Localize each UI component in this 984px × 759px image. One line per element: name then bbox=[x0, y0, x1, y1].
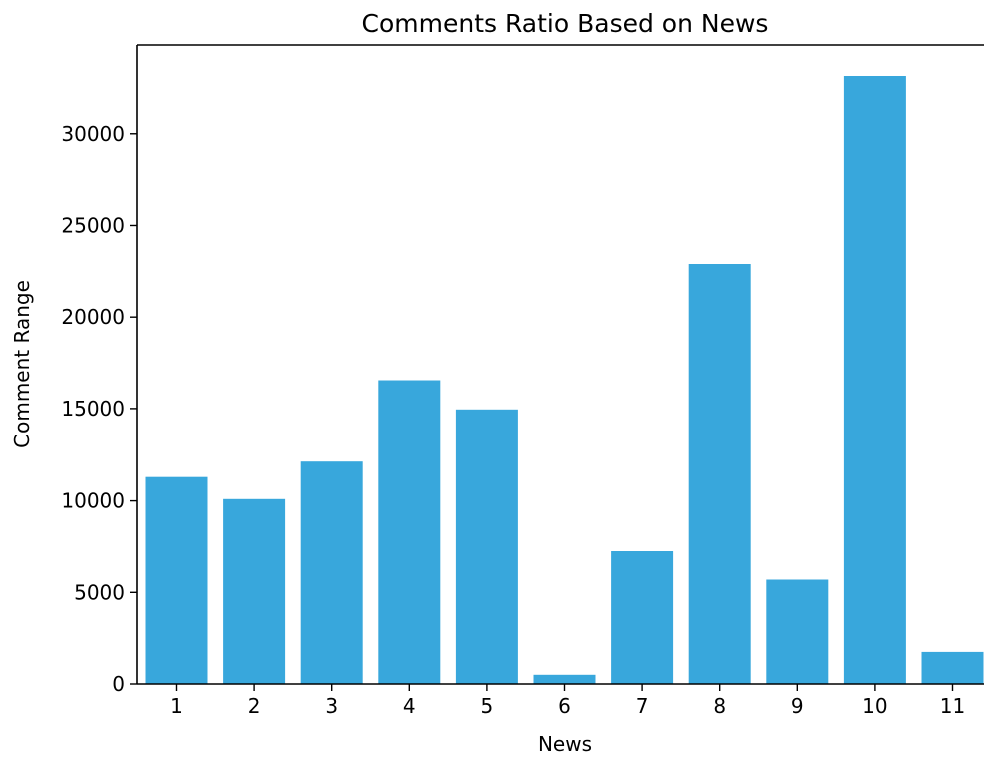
bar-news-5 bbox=[455, 409, 518, 684]
y-tick-label: 0 bbox=[112, 672, 125, 696]
x-tick-label: 2 bbox=[248, 694, 261, 718]
bar-news-3 bbox=[300, 461, 363, 684]
bar-news-9 bbox=[766, 579, 829, 684]
bar-news-4 bbox=[378, 380, 441, 684]
chart-title: Comments Ratio Based on News bbox=[362, 9, 769, 38]
y-tick-label: 30000 bbox=[61, 122, 125, 146]
x-axis-label: News bbox=[538, 732, 592, 756]
bar-news-8 bbox=[688, 264, 751, 684]
x-tick-label: 10 bbox=[862, 694, 887, 718]
x-tick-label: 8 bbox=[713, 694, 726, 718]
y-tick-label: 25000 bbox=[61, 213, 125, 237]
x-ticks: 1 2 3 4 5 6 7 8 9 10 11 bbox=[170, 684, 965, 718]
bar-news-10 bbox=[843, 76, 906, 684]
y-tick-label: 5000 bbox=[74, 580, 125, 604]
x-tick-label: 11 bbox=[940, 694, 965, 718]
x-tick-label: 3 bbox=[325, 694, 338, 718]
x-tick-label: 6 bbox=[558, 694, 571, 718]
y-tick-label: 10000 bbox=[61, 489, 125, 513]
x-tick-label: 1 bbox=[170, 694, 183, 718]
y-axis-label: Comment Range bbox=[10, 280, 34, 448]
bar-news-2 bbox=[223, 498, 286, 684]
x-tick-label: 5 bbox=[481, 694, 494, 718]
y-ticks: 0 5000 10000 15000 20000 25000 30000 bbox=[61, 122, 137, 696]
bar-news-1 bbox=[145, 476, 208, 684]
bar-news-11 bbox=[921, 651, 984, 684]
x-tick-label: 4 bbox=[403, 694, 416, 718]
x-tick-label: 9 bbox=[791, 694, 804, 718]
bar-news-6 bbox=[533, 674, 596, 684]
bar-news-7 bbox=[611, 551, 674, 684]
y-tick-label: 15000 bbox=[61, 397, 125, 421]
x-tick-label: 7 bbox=[636, 694, 649, 718]
bars-group bbox=[145, 76, 984, 684]
y-tick-label: 20000 bbox=[61, 305, 125, 329]
